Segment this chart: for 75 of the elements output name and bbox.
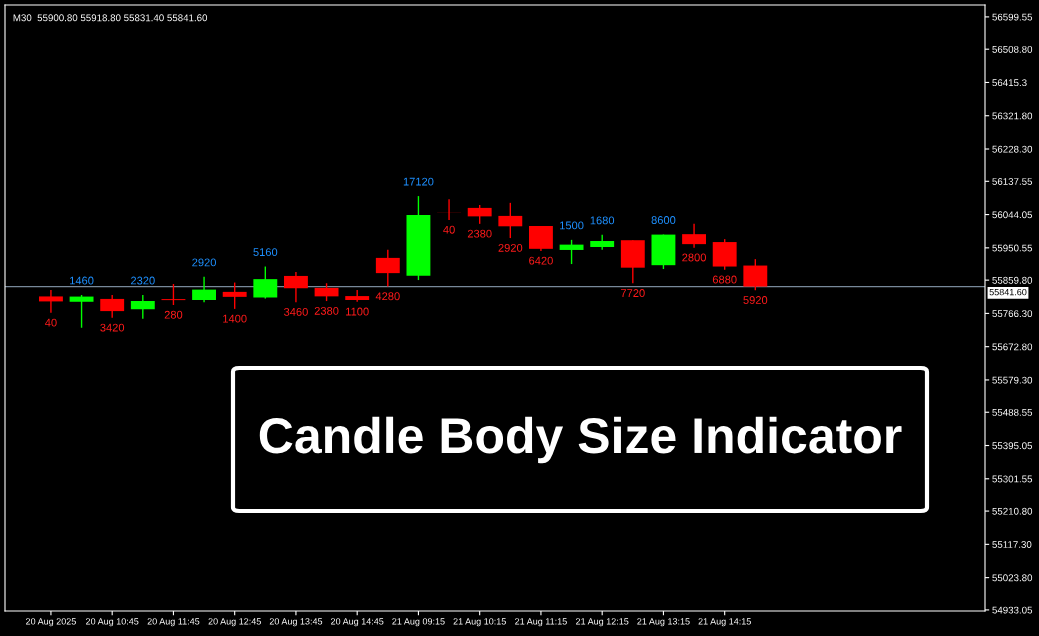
text: 8600	[651, 216, 676, 224]
text: 6420	[529, 256, 553, 265]
y-tick-label: 55023.80	[992, 574, 1033, 582]
text: 2920	[498, 243, 523, 252]
x-tick-label: 21 Aug 11:15	[515, 618, 567, 627]
text: 2320	[131, 276, 155, 285]
text: 3460	[284, 307, 308, 316]
x-tick-label: 21 Aug 12:15	[576, 618, 629, 627]
candlestick	[222, 281, 247, 310]
y-tick-label: 55579.30	[992, 376, 1033, 384]
y-tick-label: 55210.80	[992, 507, 1033, 515]
candlestick	[38, 289, 63, 314]
x-tick-label: 20 Aug 2025	[26, 618, 76, 627]
y-tick-label: 56321.80	[992, 112, 1033, 120]
annotation: M30 55900.80 55918.80 55831.40 55841.60	[13, 14, 208, 22]
y-tick-label: 55117.30	[992, 541, 1032, 548]
y-tick-label: 55301.55	[992, 475, 1033, 483]
y-tick-label: 56415.3	[992, 79, 1027, 87]
y-tick-label: 55766.30	[992, 310, 1033, 318]
text: 1400	[223, 314, 247, 323]
candlestick	[161, 283, 186, 306]
candlestick	[100, 294, 125, 319]
text: 1460	[70, 276, 94, 285]
text: 5920	[743, 296, 768, 304]
text: 280	[164, 310, 183, 319]
ref-line-label: 55841.60	[989, 288, 1027, 296]
text: 1680	[590, 216, 615, 225]
x-tick-label: 21 Aug 13:15	[637, 618, 690, 627]
y-tick-label: 56508.80	[992, 45, 1033, 53]
candlestick	[192, 276, 217, 303]
candlestick	[559, 239, 584, 265]
candlestick	[528, 225, 553, 252]
text: 40	[45, 318, 57, 327]
candlestick	[743, 258, 768, 291]
y-tick-label: 56599.55	[992, 13, 1033, 21]
text: 2920	[192, 258, 216, 267]
y-tick-label: 54933.05	[992, 606, 1033, 614]
text: 2800	[682, 253, 706, 262]
text: 5160	[253, 248, 278, 257]
text: 1500	[560, 221, 584, 230]
annotation: Candle Body Size Indicator	[259, 416, 902, 464]
x-tick-label: 20 Aug 14:45	[331, 618, 384, 627]
y-tick-label: 56228.30	[992, 145, 1033, 153]
x-tick-label: 21 Aug 09:15	[392, 618, 445, 627]
text: 3420	[100, 323, 125, 332]
candlestick	[467, 204, 492, 225]
text: 2380	[467, 229, 492, 238]
y-tick-label: 56137.55	[992, 178, 1033, 185]
x-tick-label: 20 Aug 12:45	[208, 618, 261, 627]
candlestick	[498, 202, 523, 239]
text: 40	[443, 225, 455, 234]
candlestick	[682, 223, 707, 249]
y-tick-label: 55859.80	[992, 276, 1033, 284]
x-tick-label: 20 Aug 11:45	[147, 618, 200, 627]
text: 6880	[712, 275, 737, 284]
y-tick-label: 56044.05	[992, 211, 1033, 219]
text: 2380	[314, 306, 339, 315]
x-tick-label: 20 Aug 13:45	[269, 618, 323, 627]
x-tick-label: 21 Aug 10:15	[453, 618, 506, 627]
candlestick	[253, 265, 278, 300]
y-tick-label: 55395.05	[992, 442, 1033, 450]
y-tick-label: 55950.55	[992, 244, 1033, 252]
x-tick-label: 21 Aug 14:15	[698, 618, 751, 627]
candlestick	[375, 249, 400, 288]
candlestick	[283, 271, 308, 303]
candlestick	[69, 294, 94, 329]
x-tick-label: 20 Aug 10:45	[86, 618, 139, 627]
y-tick-label: 55488.55	[992, 408, 1033, 416]
candlestick	[345, 289, 370, 303]
text: 4280	[375, 292, 400, 301]
text: 7720	[621, 289, 645, 297]
text: 17120	[403, 177, 434, 186]
candlestick	[130, 294, 155, 320]
y-tick-label: 55672.80	[992, 343, 1033, 351]
text: 1100	[346, 307, 369, 316]
